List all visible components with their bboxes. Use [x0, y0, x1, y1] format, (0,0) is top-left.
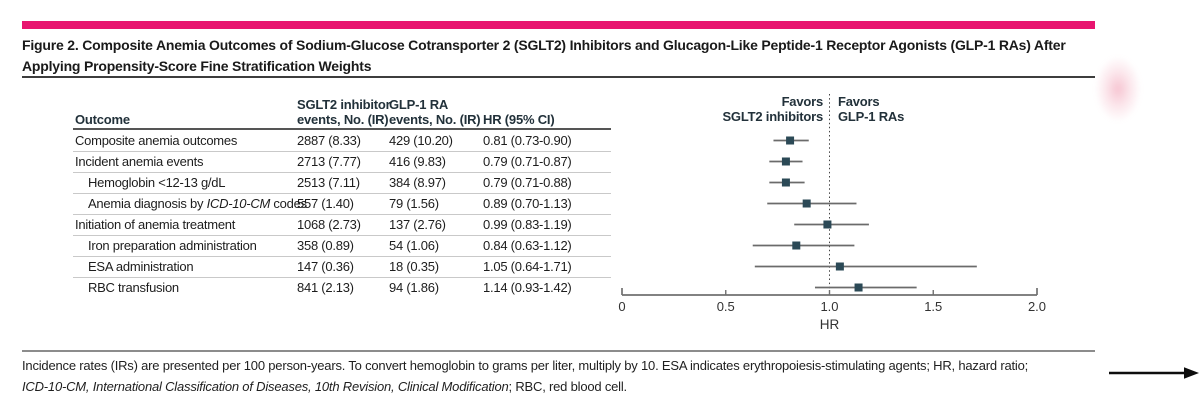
- row-separator: [73, 214, 611, 215]
- pink-highlight-smudge: [1095, 56, 1141, 122]
- forest-plot: 0 0.5 1.0 1.5 2.0 HR: [618, 94, 1046, 332]
- table-row: ESA administration 147 (0.36) 18 (0.35) 1.0…: [0, 256, 620, 277]
- hr-point-marker: [781, 178, 790, 187]
- hr-point-marker: [792, 241, 801, 250]
- row-separator: [73, 151, 611, 152]
- hr-ci-cell: 0.84 (0.63-1.12): [483, 238, 572, 253]
- right-arrow-icon: [1109, 367, 1199, 379]
- outcome-label: Hemoglobin <12-13 g/dL: [88, 175, 226, 190]
- table-row: Composite anemia outcomes 2887 (8.33) 429 …: [0, 130, 620, 151]
- sglt2-events-cell: 2513 (7.11): [297, 175, 360, 190]
- figure-title: Figure 2. Composite Anemia Outcomes of S…: [22, 35, 1142, 77]
- footnote-divider: [22, 350, 1095, 352]
- footnote-line2: ICD-10-CM, International Classification …: [22, 379, 627, 394]
- table-row: Anemia diagnosis by ICD-10-CM codes 557 (…: [0, 193, 620, 214]
- outcome-label: Anemia diagnosis by ICD-10-CM codes: [88, 196, 307, 211]
- row-separator: [73, 277, 611, 278]
- row-separator: [73, 172, 611, 173]
- table-row: RBC transfusion 841 (2.13) 94 (1.86) 1.14 (…: [0, 277, 620, 298]
- hr-point-marker: [835, 262, 844, 271]
- sglt2-events-cell: 557 (1.40): [297, 196, 354, 211]
- glp1-events-cell: 137 (2.76): [389, 217, 446, 232]
- figure-title-line2: Applying Propensity-Score Fine Stratific…: [22, 58, 372, 74]
- hr-point-marker: [823, 220, 832, 229]
- hr-ci-cell: 0.89 (0.70-1.13): [483, 196, 572, 211]
- table-row: Iron preparation administration 358 (0.89…: [0, 235, 620, 256]
- glp1-events-cell: 416 (9.83): [389, 154, 446, 169]
- axis-tick-label: 2.0: [1028, 299, 1046, 314]
- outcome-label: Initiation of anemia treatment: [75, 217, 236, 232]
- hr-ci-cell: 1.14 (0.93-1.42): [483, 280, 572, 295]
- hr-point-marker: [781, 157, 790, 166]
- glp1-events-cell: 429 (10.20): [389, 133, 453, 148]
- sglt2-events-cell: 1068 (2.73): [297, 217, 361, 232]
- sglt2-events-cell: 2887 (8.33): [297, 133, 361, 148]
- column-header-outcome: Outcome: [75, 112, 130, 127]
- accent-top-bar: [22, 21, 1095, 29]
- hr-ci-cell: 0.79 (0.71-0.87): [483, 154, 572, 169]
- row-separator: [73, 235, 611, 236]
- table-row: Incident anemia events 2713 (7.77) 416 (9.…: [0, 151, 620, 172]
- row-separator: [73, 256, 611, 257]
- hr-point-marker: [802, 199, 811, 208]
- hr-ci-cell: 0.79 (0.71-0.88): [483, 175, 572, 190]
- sglt2-events-cell: 841 (2.13): [297, 280, 354, 295]
- title-divider: [22, 76, 1095, 78]
- hr-ci-cell: 1.05 (0.64-1.71): [483, 259, 572, 274]
- outcome-label: Iron preparation administration: [88, 238, 257, 253]
- column-header-glp1-events: GLP-1 RA events, No. (IR): [389, 97, 481, 127]
- table-header-divider: [73, 128, 611, 130]
- glp1-events-cell: 79 (1.56): [389, 196, 439, 211]
- glp1-events-cell: 18 (0.35): [389, 259, 439, 274]
- hr-ci-cell: 0.81 (0.73-0.90): [483, 133, 572, 148]
- footnote-line1: Incidence rates (IRs) are presented per …: [22, 358, 1029, 373]
- axis-tick-label: 1.0: [820, 299, 838, 314]
- hr-ci-cell: 0.99 (0.83-1.19): [483, 217, 572, 232]
- sglt2-events-cell: 2713 (7.77): [297, 154, 361, 169]
- table-row: Initiation of anemia treatment 1068 (2.73…: [0, 214, 620, 235]
- axis-tick-label: 0.5: [717, 299, 735, 314]
- figure-title-line1: Figure 2. Composite Anemia Outcomes of S…: [22, 37, 1066, 53]
- outcome-label: Composite anemia outcomes: [75, 133, 238, 148]
- hr-point-marker: [786, 136, 795, 145]
- sglt2-events-cell: 358 (0.89): [297, 238, 354, 253]
- glp1-events-cell: 94 (1.86): [389, 280, 439, 295]
- axis-tick-label: 1.5: [924, 299, 942, 314]
- column-header-hr-ci: HR (95% CI): [483, 112, 555, 127]
- favors-sglt2-label: Favors SGLT2 inhibitors: [722, 94, 823, 124]
- row-separator: [73, 193, 611, 194]
- favors-glp1-label: Favors GLP-1 RAs: [838, 94, 905, 124]
- glp1-events-cell: 384 (8.97): [389, 175, 446, 190]
- outcome-label: ESA administration: [88, 259, 194, 274]
- hr-point-marker: [854, 283, 863, 292]
- axis-tick-label: 0: [618, 299, 625, 314]
- x-axis-label: HR: [820, 317, 840, 332]
- outcome-label: Incident anemia events: [75, 154, 204, 169]
- glp1-events-cell: 54 (1.06): [389, 238, 439, 253]
- sglt2-events-cell: 147 (0.36): [297, 259, 354, 274]
- footnote-italic-abbrev: ICD-10-CM, International Classification …: [22, 379, 509, 394]
- column-header-sglt2-events: SGLT2 inhibitor events, No. (IR): [297, 97, 391, 127]
- outcome-label: RBC transfusion: [88, 280, 179, 295]
- table-row: Hemoglobin <12-13 g/dL 2513 (7.11) 384 (8.…: [0, 172, 620, 193]
